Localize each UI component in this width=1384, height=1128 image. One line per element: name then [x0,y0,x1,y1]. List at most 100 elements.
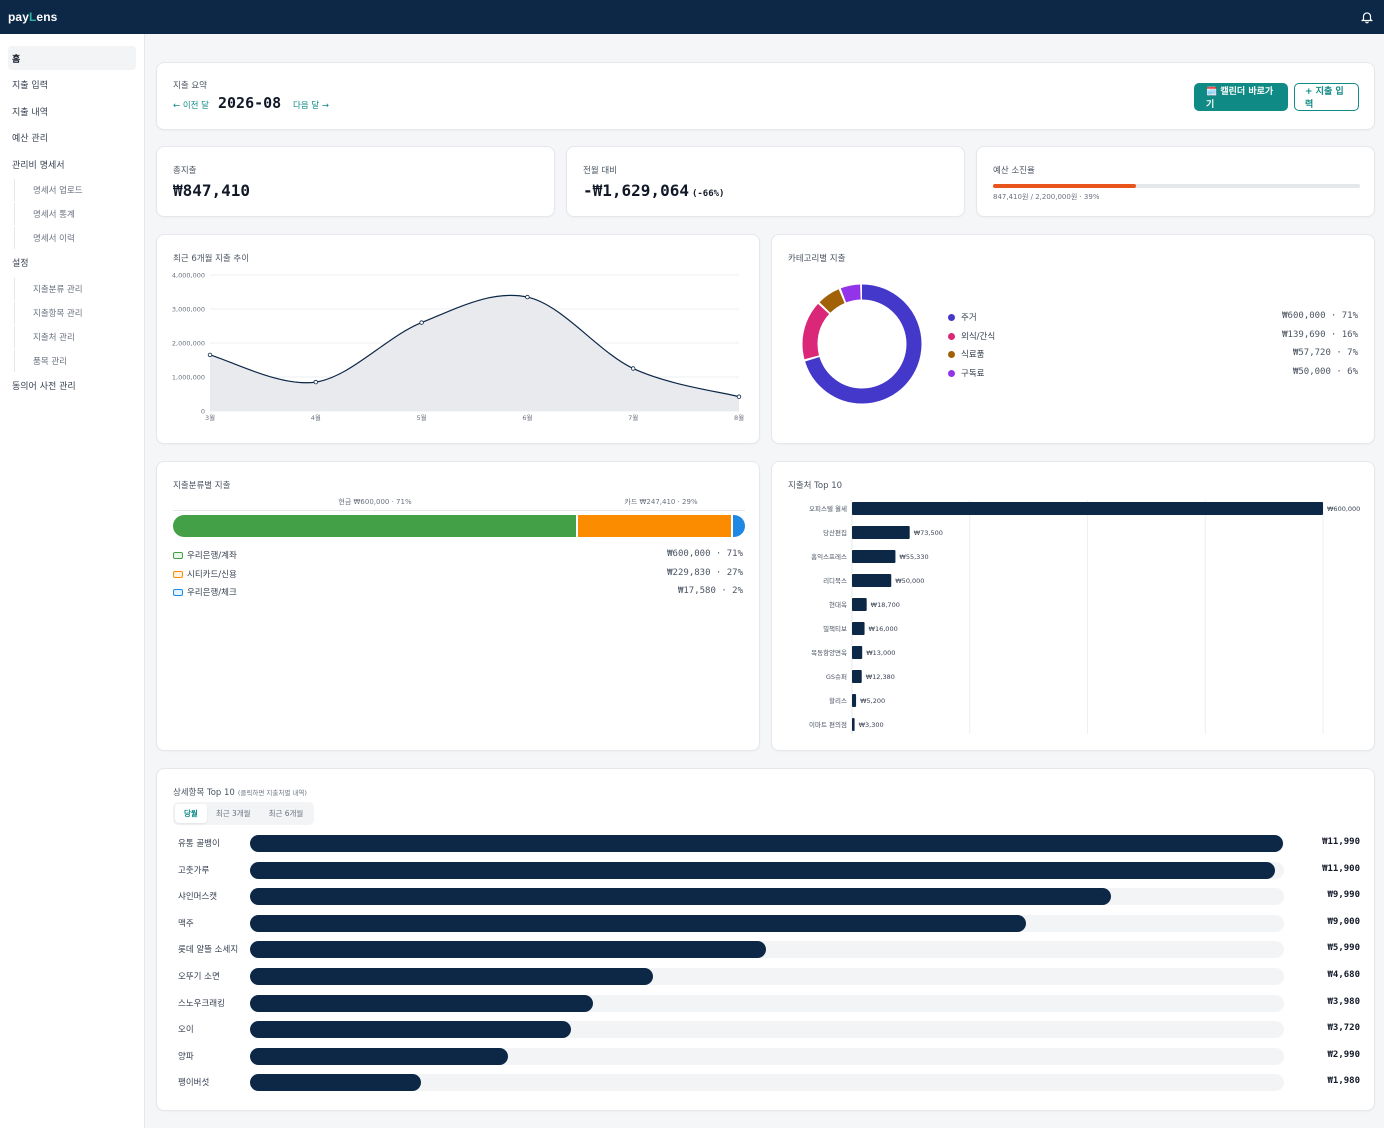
item-row[interactable]: 팽이버섯 ₩1,980 [173,1074,1360,1092]
item-row[interactable]: 스노우크래킹 ₩3,980 [173,994,1360,1012]
sidebar-item-settings[interactable]: 설정 [12,259,29,270]
kpi-prev-card: 전월 대비 -₩1,629,064 (-66%) [566,146,965,217]
payment-card: 지출분류별 지출 현금 ₩600,000 · 71% 카드 ₩247,410 ·… [156,461,760,751]
legend-dot [948,369,955,377]
item-row[interactable]: 유통 골뱅이 ₩11,990 [173,835,1360,852]
merchant-label: 현대옥 [829,601,847,609]
trend-line [209,294,740,398]
sidebar-item-settings-item[interactable]: 지출항목 관리 [14,301,136,324]
tab-current-month[interactable]: 당월 [175,804,207,823]
budget-progress-track [993,184,1360,188]
trend-area [210,295,739,411]
sidebar-item-expense-history[interactable]: 지출 내역 [12,107,48,118]
payment-legend-item: 우리은행/계좌 [173,549,237,561]
merchant-bar [852,598,867,611]
y-tick-label: 3,000,000 [172,306,205,314]
sidebar-item-statement-history[interactable]: 명세서 이력 [14,226,136,249]
trend-point [631,366,636,371]
payment-stacked-bar [173,515,745,537]
merchant-value: ₩50,000 [895,577,924,585]
item-row[interactable]: 고춧가루 ₩11,900 [173,861,1360,879]
sidebar-item-statement-stats[interactable]: 명세서 통계 [14,202,136,225]
bank-icon [173,551,183,559]
item-row[interactable]: 오이 ₩3,720 [173,1021,1360,1039]
payment-label: 우리은행/체크 [187,588,237,598]
sidebar-item-synonyms[interactable]: 동의어 사전 관리 [12,382,76,393]
legend-value: ₩50,000 · 6% [1292,367,1358,377]
next-month-link[interactable]: 다음 달 → [293,101,329,111]
item-bar [250,861,1276,879]
merchant-value: ₩18,700 [871,601,900,609]
top-bar: payLens [0,0,1384,34]
item-value: ₩4,680 [1327,970,1360,980]
merchant-label: 오피스텔 월세 [809,504,847,513]
legend-label: 주거 [961,313,977,323]
payment-value: ₩17,580 · 2% [677,586,743,596]
item-label: 팽이버섯 [178,1078,210,1089]
prev-month-link[interactable]: ← 이전 달 [173,101,209,111]
item-label: 오뚜기 소면 [178,972,220,982]
merchant-label: GS슈퍼 [826,672,847,681]
sidebar-item-statement[interactable]: 관리비 명세서 [12,160,65,171]
payment-label: 시티카드/신용 [187,570,237,580]
sidebar-item-expense-input[interactable]: 지출 입력 [12,81,48,92]
kpi-budget-caption: 847,410원 / 2,200,000원 · 39% [993,193,1100,201]
payment-title: 지출분류별 지출 [173,481,231,491]
merchant-bar [852,502,1323,515]
x-tick-label: 3월 [205,413,215,422]
item-value: ₩5,990 [1327,943,1360,954]
kpi-budget-label: 예산 소진율 [993,166,1035,176]
sidebar-item-settings-merchant[interactable]: 지출처 관리 [14,325,136,348]
category-legend-item: 구독료 [948,367,984,379]
sidebar-item-statement-upload[interactable]: 명세서 업로드 [14,178,136,201]
item-label: 샤인머스캣 [178,892,218,903]
debit-card-icon [173,588,183,596]
item-bar [250,941,767,959]
item-row[interactable]: 양파 ₩2,990 [173,1047,1360,1065]
legend-label: 식료품 [961,350,985,360]
sidebar-item-settings-product[interactable]: 품목 관리 [14,349,136,372]
item-bar-track [250,1021,1284,1039]
calendar-button[interactable]: 🗓️ 캘린더 바로가기 [1194,83,1288,111]
item-bar-track [250,835,1284,852]
items-hint: (클릭하면 지출처별 내역) [237,789,307,797]
trend-point [525,294,530,300]
items-card: 상세항목 Top 10 (클릭하면 지출처별 내역) 당월 최근 3개월 최근 … [156,768,1375,1111]
trend-point [207,352,213,358]
legend-value: ₩600,000 · 71% [1282,311,1358,321]
item-bar [250,1021,571,1039]
merchant-bar [852,622,865,635]
donut-slice [802,284,922,404]
item-label: 맥주 [178,918,194,929]
legend-dot [948,332,955,340]
merchant-bar [852,526,910,539]
sidebar-item-settings-category[interactable]: 지출분류 관리 [14,277,136,300]
merchant-label: 밀책티보 [823,624,847,633]
merchant-bar [852,718,855,731]
payment-legend-item: 우리은행/체크 [173,586,237,598]
category-card: 카테고리별 지출 주거 외식/간식 식료품 구독료 ₩600,000 · 71%… [771,234,1375,444]
payment-value: ₩229,830 · 27% [667,568,743,578]
kpi-total-value: ₩847,410 [173,181,251,200]
item-bar [250,994,593,1012]
item-row[interactable]: 맥주 ₩9,000 [173,914,1360,932]
app-logo[interactable]: payLens [8,10,58,24]
merchant-bar-chart: 오피스텔 월세 ₩600,000 당산편집 ₩73,500 홈익스프레스 ₩55,330 리… [809,500,1360,734]
sidebar-item-budget[interactable]: 예산 관리 [12,134,48,145]
sidebar-item-home[interactable]: 홈 [8,46,136,70]
item-row[interactable]: 오뚜기 소면 ₩4,680 [173,968,1360,985]
tab-last-6-months[interactable]: 최근 6개월 [268,809,304,818]
sidebar: 홈 지출 입력 지출 내역 예산 관리 관리비 명세서 명세서 업로드 명세서 … [0,34,145,1128]
legend-label: 구독료 [961,369,985,379]
item-row[interactable]: 롯데 알뜰 소세지 ₩5,990 [173,941,1360,959]
item-row[interactable]: 샤인머스캣 ₩9,990 [173,888,1360,906]
bell-icon[interactable] [1360,10,1374,24]
category-donut-chart [802,284,922,404]
merchant-value: ₩55,330 [899,553,928,561]
trend-title: 최근 6개월 지출 추이 [173,254,250,264]
add-expense-button[interactable]: + 지출 입력 [1294,83,1359,111]
item-bar-track [250,994,1284,1012]
tab-last-3-months[interactable]: 최근 3개월 [215,809,251,818]
current-month: 2026-08 [218,94,282,112]
merchant-value: ₩13,000 [866,649,895,657]
